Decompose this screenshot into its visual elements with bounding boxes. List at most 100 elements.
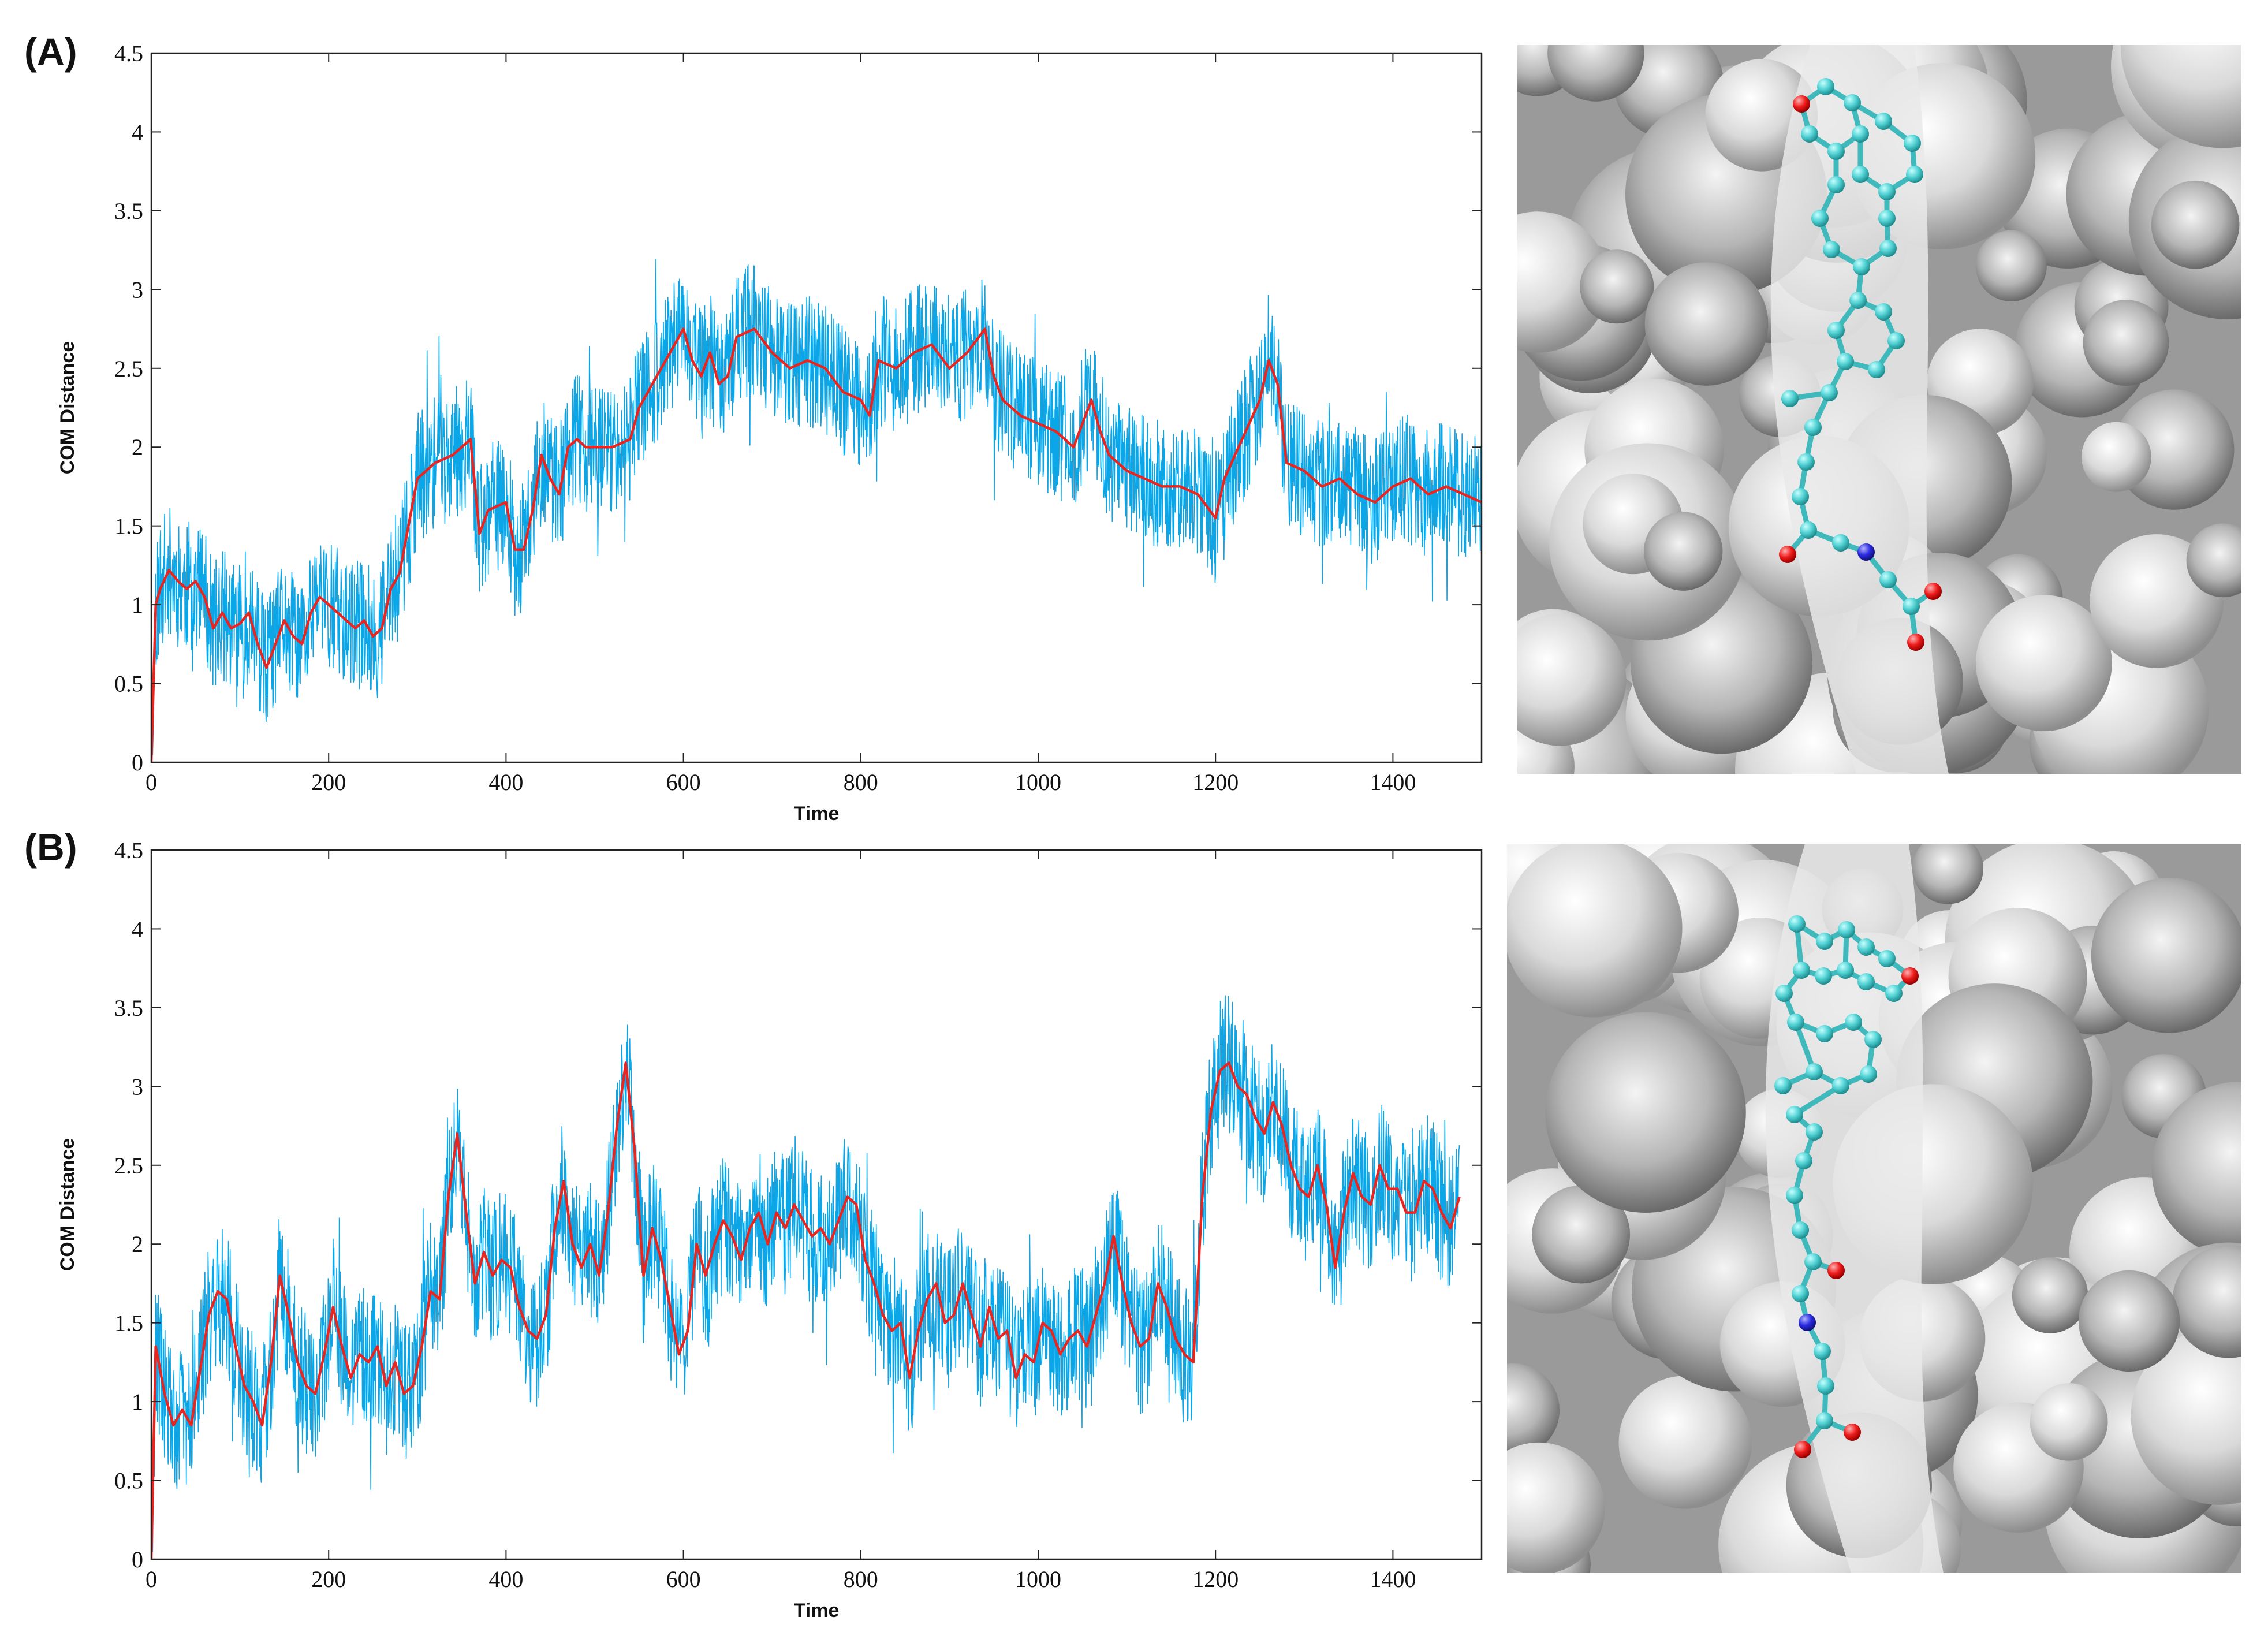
y-tick-label: 4 xyxy=(132,916,143,942)
surface-blob xyxy=(1975,595,2112,732)
carbon-atom xyxy=(1844,94,1861,111)
carbon-atom xyxy=(1787,1014,1804,1031)
y-tick-label: 1.5 xyxy=(114,1310,143,1336)
carbon-atom xyxy=(1875,303,1892,321)
carbon-atom xyxy=(1853,258,1870,275)
running-average-line xyxy=(151,327,1482,762)
carbon-atom xyxy=(1817,78,1834,95)
surface-blob xyxy=(2091,878,2241,1033)
protein-surface xyxy=(1507,844,2241,1573)
surface-blob xyxy=(1507,1363,1560,1457)
panel-b-structure-image xyxy=(1507,844,2241,1573)
surface-blob xyxy=(1644,512,1723,591)
x-tick-label: 1400 xyxy=(1370,769,1416,795)
surface-blob xyxy=(1547,45,1644,102)
x-tick-label: 1200 xyxy=(1192,1566,1239,1592)
raw-series-line xyxy=(151,259,1482,755)
carbon-atom xyxy=(1816,933,1833,950)
carbon-atom xyxy=(1878,183,1896,200)
carbon-atom xyxy=(1806,1123,1823,1141)
surface-blob xyxy=(1644,262,1769,386)
carbon-atom xyxy=(1885,985,1903,1002)
plot-frame xyxy=(150,52,1483,763)
surface-blob xyxy=(1545,1012,1746,1213)
x-tick-label: 800 xyxy=(844,1566,878,1592)
surface-blob xyxy=(1517,211,1609,353)
x-tick-label: 400 xyxy=(488,769,523,795)
carbon-atom xyxy=(1868,361,1885,378)
y-tick-label: 0 xyxy=(132,1547,143,1573)
y-tick-label: 4.5 xyxy=(114,40,143,66)
carbon-atom xyxy=(1849,292,1867,309)
carbon-atom xyxy=(1838,921,1855,938)
x-tick-label: 200 xyxy=(311,1566,346,1592)
carbon-atom xyxy=(1816,1412,1833,1429)
oxygen-atom xyxy=(1779,546,1796,563)
carbon-atom xyxy=(1806,1063,1823,1080)
binding-groove xyxy=(1770,45,1949,774)
bond xyxy=(1792,1083,1844,1117)
carbon-atom xyxy=(1823,241,1840,258)
surface-blob xyxy=(2030,1383,2108,1461)
x-tick-label: 1400 xyxy=(1370,1566,1416,1592)
running-average-line xyxy=(151,1061,1461,1559)
carbon-atom xyxy=(1792,488,1809,505)
carbon-atom xyxy=(1795,1152,1812,1169)
surface-blob xyxy=(2012,1257,2088,1333)
carbon-atom xyxy=(1904,135,1921,152)
x-tick-label: 0 xyxy=(146,769,157,795)
surface-blob xyxy=(2131,1327,2241,1505)
y-tick-label: 3.5 xyxy=(114,198,143,224)
carbon-atom xyxy=(1814,1343,1831,1360)
carbon-atom xyxy=(1827,143,1845,160)
surface-blob xyxy=(2172,1245,2241,1358)
x-axis-label: Time xyxy=(794,803,840,825)
carbon-atom xyxy=(1827,322,1845,339)
panel-b: (B) 0 200 400 600 800 1000 1200 1400 0 0.5 1 1.5 2 2.… xyxy=(24,826,1483,1622)
panel-b-chart: 0 200 400 600 800 1000 1200 1400 0 0.5 1 1.5 2 2.5 3 3.… xyxy=(57,837,1483,1622)
plot-frame xyxy=(150,849,1483,1560)
x-tick-label: 600 xyxy=(666,1566,701,1592)
carbon-atom xyxy=(1878,950,1896,967)
carbon-atom xyxy=(1786,1106,1803,1123)
surface-blob xyxy=(2151,1082,2241,1258)
y-tick-label: 4 xyxy=(132,119,143,145)
panel-a: (A) 0 200 400 600 800 1000 1200 1400 0 0.5 1 1.5 2 2.… xyxy=(24,30,1483,825)
surface-blob xyxy=(1507,1442,1605,1573)
surface-blob xyxy=(2081,422,2151,492)
surface-blob xyxy=(2083,300,2169,386)
surface-blob xyxy=(2186,523,2241,598)
carbon-atom xyxy=(1832,1077,1849,1094)
carbon-atom xyxy=(1845,1014,1862,1031)
carbon-atom xyxy=(1852,125,1869,143)
y-tick-label: 0 xyxy=(132,750,143,776)
y-tick-label: 0.5 xyxy=(114,1468,143,1494)
y-tick-label: 2 xyxy=(132,1231,143,1257)
panel-b-label: (B) xyxy=(24,826,77,869)
surface-blob xyxy=(1532,1185,1631,1284)
carbon-atom xyxy=(1801,125,1818,143)
carbon-atom xyxy=(1864,1031,1882,1048)
carbon-atom xyxy=(1875,113,1892,130)
y-tick-label: 2.5 xyxy=(114,1153,143,1179)
oxygen-atom xyxy=(1827,1262,1845,1279)
carbon-atom xyxy=(1774,1077,1792,1094)
bond xyxy=(1793,1019,1817,1075)
surface-blob xyxy=(1517,613,1627,746)
oxygen-atom xyxy=(1924,583,1942,600)
x-tick-label: 1000 xyxy=(1015,769,1061,795)
oxygen-atom xyxy=(1907,634,1924,651)
nitrogen-atom xyxy=(1799,1314,1816,1331)
carbon-atom xyxy=(1811,210,1829,227)
panel-a-chart: 0 200 400 600 800 1000 1200 1400 0 0.5 1 1.5 2 2.5 3 3.… xyxy=(57,40,1483,825)
carbon-atom xyxy=(1837,353,1854,370)
oxygen-atom xyxy=(1844,1424,1861,1441)
nitrogen-atom xyxy=(1857,543,1875,561)
surface-blob xyxy=(2078,1270,2180,1372)
ligand-ball-and-stick xyxy=(1774,915,1919,1458)
y-tick-label: 1 xyxy=(132,1389,143,1415)
x-tick-label: 1200 xyxy=(1192,769,1239,795)
y-tick-label: 3 xyxy=(132,1074,143,1100)
x-tick-label: 1000 xyxy=(1015,1566,1061,1592)
